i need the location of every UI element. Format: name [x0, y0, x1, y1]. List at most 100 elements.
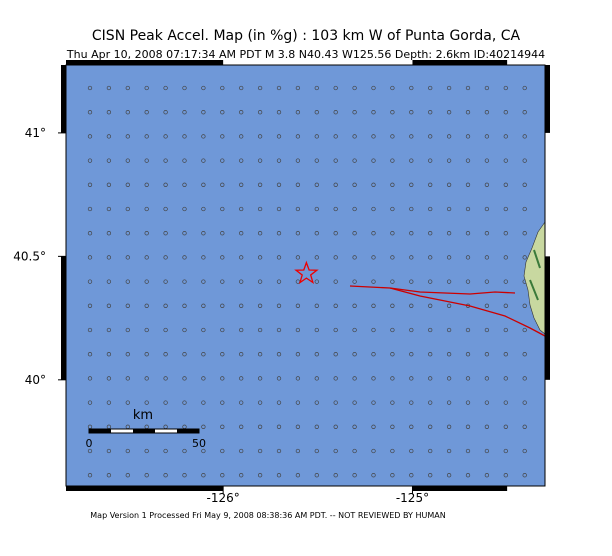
station-dot: [465, 182, 471, 187]
station-dot: [465, 255, 471, 260]
station-dot: [87, 352, 93, 357]
station-dot: [352, 473, 357, 478]
station-dot: [314, 158, 319, 163]
station-dot: [295, 303, 301, 308]
station-dot: [106, 85, 112, 91]
station-dot: [484, 134, 490, 139]
station-dot: [333, 473, 338, 478]
station-dot: [239, 424, 244, 429]
station-dot: [239, 448, 244, 454]
station-dot: [428, 158, 433, 163]
station-dot: [409, 255, 414, 260]
station-dot: [220, 182, 225, 187]
station-dot: [182, 327, 187, 333]
station-dot: [201, 231, 206, 236]
station-dot: [503, 158, 508, 163]
station-dot: [465, 231, 471, 236]
station-dot: [390, 110, 395, 115]
station-dot: [182, 473, 187, 478]
station-dot: [144, 231, 149, 236]
station-dot: [144, 182, 149, 187]
station-dot: [125, 182, 130, 187]
station-dot: [390, 448, 395, 454]
station-dot: [144, 448, 149, 454]
station-dot: [239, 158, 244, 163]
station-dot: [125, 352, 130, 357]
station-dot: [333, 134, 338, 139]
station-dot: [276, 376, 282, 381]
station-dot: [182, 85, 187, 91]
station-dot: [125, 255, 130, 260]
station-dot: [182, 279, 187, 284]
station-dot: [503, 303, 508, 308]
station-dot: [295, 400, 301, 405]
station-dot: [503, 255, 508, 260]
station-dot: [446, 206, 452, 212]
station-dot: [446, 182, 452, 187]
station-dot: [409, 206, 414, 212]
station-dot: [125, 303, 130, 308]
station-dot: [409, 279, 414, 284]
station-dot: [257, 303, 263, 308]
station-dot: [144, 85, 149, 91]
station-dot: [257, 255, 263, 260]
station-dot: [144, 206, 149, 212]
station-dot: [352, 85, 357, 91]
station-dot: [484, 303, 490, 308]
station-dot: [220, 376, 225, 381]
station-dot: [484, 279, 490, 284]
station-dot: [446, 424, 452, 429]
station-dot: [446, 85, 452, 91]
station-dot: [163, 303, 168, 308]
station-dot: [276, 110, 282, 115]
station-dot: [446, 352, 452, 357]
station-dot: [503, 400, 508, 405]
station-dot: [125, 158, 130, 163]
station-dot: [522, 448, 527, 454]
station-dot: [239, 85, 244, 91]
station-dot: [314, 279, 319, 284]
station-dot: [503, 448, 508, 454]
station-dot: [409, 158, 414, 163]
station-dot: [163, 352, 168, 357]
station-dot: [87, 182, 93, 187]
station-dot: [257, 424, 263, 429]
station-dot: [182, 158, 187, 163]
y-tick-label: 40.5°: [13, 249, 46, 263]
station-dot: [87, 303, 93, 308]
frame-segment: [66, 60, 224, 65]
frame-segment: [545, 65, 550, 133]
station-dot: [446, 473, 452, 478]
station-dot: [522, 158, 527, 163]
station-dot: [163, 110, 168, 115]
station-dot: [352, 110, 357, 115]
station-dot: [182, 376, 187, 381]
station-dot: [314, 376, 319, 381]
station-dot: [163, 231, 168, 236]
scale-unit: km: [133, 408, 153, 423]
station-dot: [465, 448, 471, 454]
station-dot: [503, 182, 508, 187]
station-dot: [201, 134, 206, 139]
station-dot: [295, 473, 301, 478]
station-dot: [371, 448, 376, 454]
station-dot: [163, 85, 168, 91]
station-dot: [239, 327, 244, 333]
station-dot: [333, 206, 338, 212]
station-dot: [182, 134, 187, 139]
station-dot: [409, 473, 414, 478]
station-dot: [276, 134, 282, 139]
station-dot: [239, 303, 244, 308]
station-dot: [125, 448, 130, 454]
station-dot: [428, 182, 433, 187]
station-dot: [201, 400, 206, 405]
station-dot: [390, 158, 395, 163]
station-dot: [201, 110, 206, 115]
station-dot: [371, 424, 376, 429]
station-dot: [87, 376, 93, 381]
station-dot: [390, 255, 395, 260]
ocean: [66, 65, 545, 486]
station-dot: [390, 206, 395, 212]
